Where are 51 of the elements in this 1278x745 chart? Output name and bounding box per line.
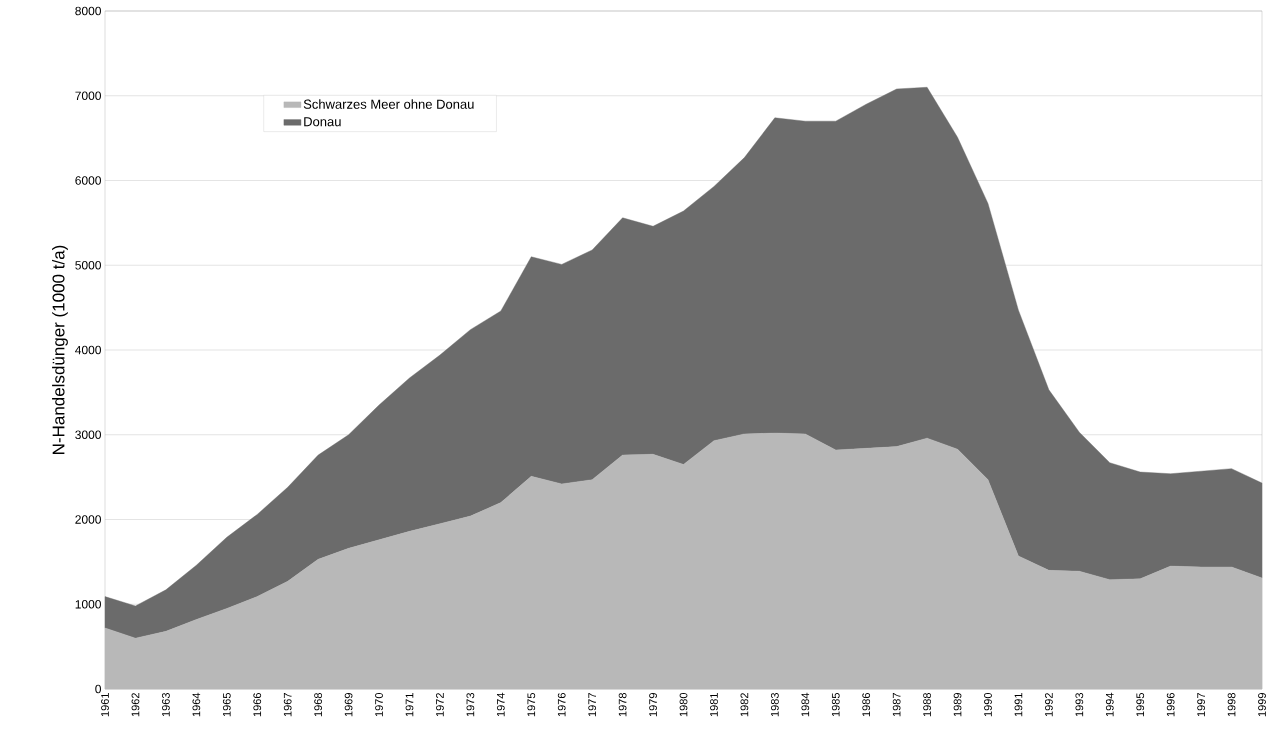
x-tick-label: 1998 <box>1227 693 1236 717</box>
x-tick-label: 1968 <box>314 693 323 717</box>
x-tick-label: 1961 <box>101 693 109 717</box>
x-tick-label: 1988 <box>923 693 931 717</box>
x-tick-label: 1983 <box>770 693 779 717</box>
x-tick-label: 1997 <box>1197 693 1206 717</box>
legend-label: Donau <box>304 117 341 127</box>
x-tick-label: 1994 <box>1105 692 1114 717</box>
x-tick-label: 1991 <box>1014 693 1023 717</box>
y-tick-label: 1000 <box>75 600 101 609</box>
x-tick-label: 1974 <box>496 692 505 717</box>
y-tick-label: 2000 <box>75 515 101 524</box>
x-tick-label: 1984 <box>801 692 810 717</box>
x-tick-label: 1999 <box>1258 693 1266 717</box>
x-tick-label: 1976 <box>557 693 566 717</box>
y-axis-title: N-Handelsdünger (1000 t/a) <box>52 245 68 454</box>
x-tick-label: 1963 <box>162 693 170 717</box>
x-tick-label: 1965 <box>222 693 231 717</box>
y-tick-label: 3000 <box>75 430 101 439</box>
y-tick-label: 6000 <box>75 176 101 185</box>
x-tick-label: 1995 <box>1136 693 1145 717</box>
x-tick-label: 1990 <box>984 692 992 717</box>
x-tick-label: 1992 <box>1044 693 1053 717</box>
x-tick-label: 1977 <box>588 693 597 717</box>
y-tick-label: 4000 <box>75 345 101 355</box>
x-tick-label: 1971 <box>405 693 414 717</box>
x-tick-label: 1975 <box>527 693 536 717</box>
x-tick-label: 1985 <box>831 693 840 717</box>
x-tick-label: 1978 <box>618 693 627 717</box>
x-tick-label: 1982 <box>740 693 749 717</box>
x-tick-label: 1970 <box>375 692 383 717</box>
legend-label: Schwarzes Meer ohne Donau <box>303 99 474 109</box>
x-tick-label: 1987 <box>892 693 901 717</box>
x-tick-label: 1973 <box>466 693 475 717</box>
x-tick-label: 1981 <box>710 693 718 717</box>
x-tick-label: 1979 <box>649 693 657 717</box>
x-tick-label: 1962 <box>131 693 140 717</box>
x-tick-label: 1967 <box>283 693 292 717</box>
x-tick-label: 1996 <box>1166 693 1175 717</box>
y-tick-label: 7000 <box>75 91 101 100</box>
x-tick-label: 1972 <box>436 693 444 717</box>
y-tick-label: 5000 <box>75 261 101 270</box>
x-tick-label: 1966 <box>253 693 262 717</box>
x-tick-label: 1989 <box>953 693 962 717</box>
y-tick-label: 0 <box>95 684 101 694</box>
x-tick-label: 1980 <box>679 692 688 717</box>
x-tick-label: 1993 <box>1075 693 1084 717</box>
x-tick-label: 1986 <box>862 693 871 717</box>
x-tick-label: 1969 <box>344 693 353 717</box>
x-tick-label: 1964 <box>192 692 201 717</box>
y-tick-label: 8000 <box>75 6 101 16</box>
